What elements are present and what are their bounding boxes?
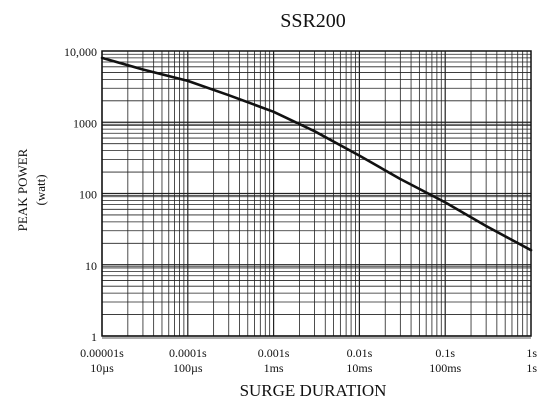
x-tick-label: 0.01s xyxy=(347,346,373,360)
y-axis-unit: (watt) xyxy=(33,174,48,205)
x-tick-sublabel: 10µs xyxy=(90,361,114,375)
x-tick-sublabel: 10ms xyxy=(346,361,372,375)
x-tick-label: 0.0001s xyxy=(169,346,207,360)
x-tick-labels: 0.00001s10µs0.0001s100µs0.001s1ms0.01s10… xyxy=(80,346,537,375)
x-tick-label: 0.001s xyxy=(258,346,290,360)
x-tick-label: 0.00001s xyxy=(80,346,124,360)
x-tick-label: 0.1s xyxy=(435,346,455,360)
plot-frame xyxy=(101,50,532,337)
y-tick-label: 10,000 xyxy=(64,45,97,59)
series-line xyxy=(100,56,533,252)
y-tick-label: 100 xyxy=(79,188,97,202)
y-tick-labels: 10,000 1000 100 10 1 xyxy=(64,45,97,344)
grid xyxy=(101,51,531,339)
y-axis-label: PEAK POWER xyxy=(15,148,30,231)
y-tick-label: 1000 xyxy=(73,116,97,130)
series-layer xyxy=(100,56,533,252)
x-tick-label: 1s xyxy=(526,346,537,360)
x-tick-sublabel: 100µs xyxy=(173,361,203,375)
x-tick-sublabel: 100ms xyxy=(429,361,461,375)
chart-title: SSR200 xyxy=(280,10,346,32)
x-tick-sublabel: 1s xyxy=(526,361,537,375)
y-tick-label: 1 xyxy=(91,330,97,344)
x-axis-label: SURGE DURATION xyxy=(240,381,387,400)
x-tick-sublabel: 1ms xyxy=(264,361,284,375)
y-tick-label: 10 xyxy=(85,259,97,273)
